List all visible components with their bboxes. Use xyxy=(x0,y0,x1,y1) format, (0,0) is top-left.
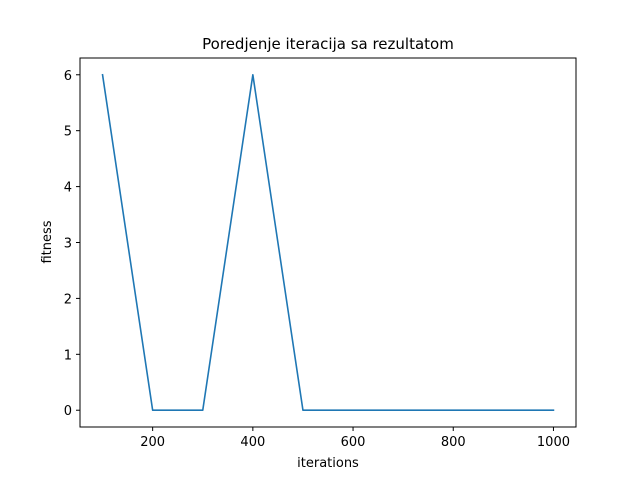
y-tick-label: 0 xyxy=(64,404,72,419)
x-tick-label: 800 xyxy=(441,435,466,450)
y-tick-label: 6 xyxy=(64,69,72,84)
plot-area-frame xyxy=(79,57,577,428)
series-layer xyxy=(101,73,555,412)
y-tick-label: 1 xyxy=(64,348,72,363)
series-line xyxy=(101,73,555,412)
x-axis-label: iterations xyxy=(297,456,359,471)
y-axis-ticks: 0 1 2 3 4 5 6 xyxy=(64,69,80,419)
x-tick-label: 200 xyxy=(140,435,165,450)
x-tick-label: 1000 xyxy=(537,435,570,450)
y-tick-label: 5 xyxy=(64,125,72,140)
x-tick-label: 600 xyxy=(341,435,366,450)
chart-title: Poredjenje iteracija sa rezultatom xyxy=(202,35,454,53)
y-axis-label: fitness xyxy=(40,220,55,263)
x-tick-label: 400 xyxy=(240,435,265,450)
y-tick-label: 3 xyxy=(64,237,72,252)
y-tick-label: 2 xyxy=(64,292,72,307)
x-axis-ticks: 200 400 600 800 1000 xyxy=(140,427,570,450)
y-tick-label: 4 xyxy=(64,181,72,196)
